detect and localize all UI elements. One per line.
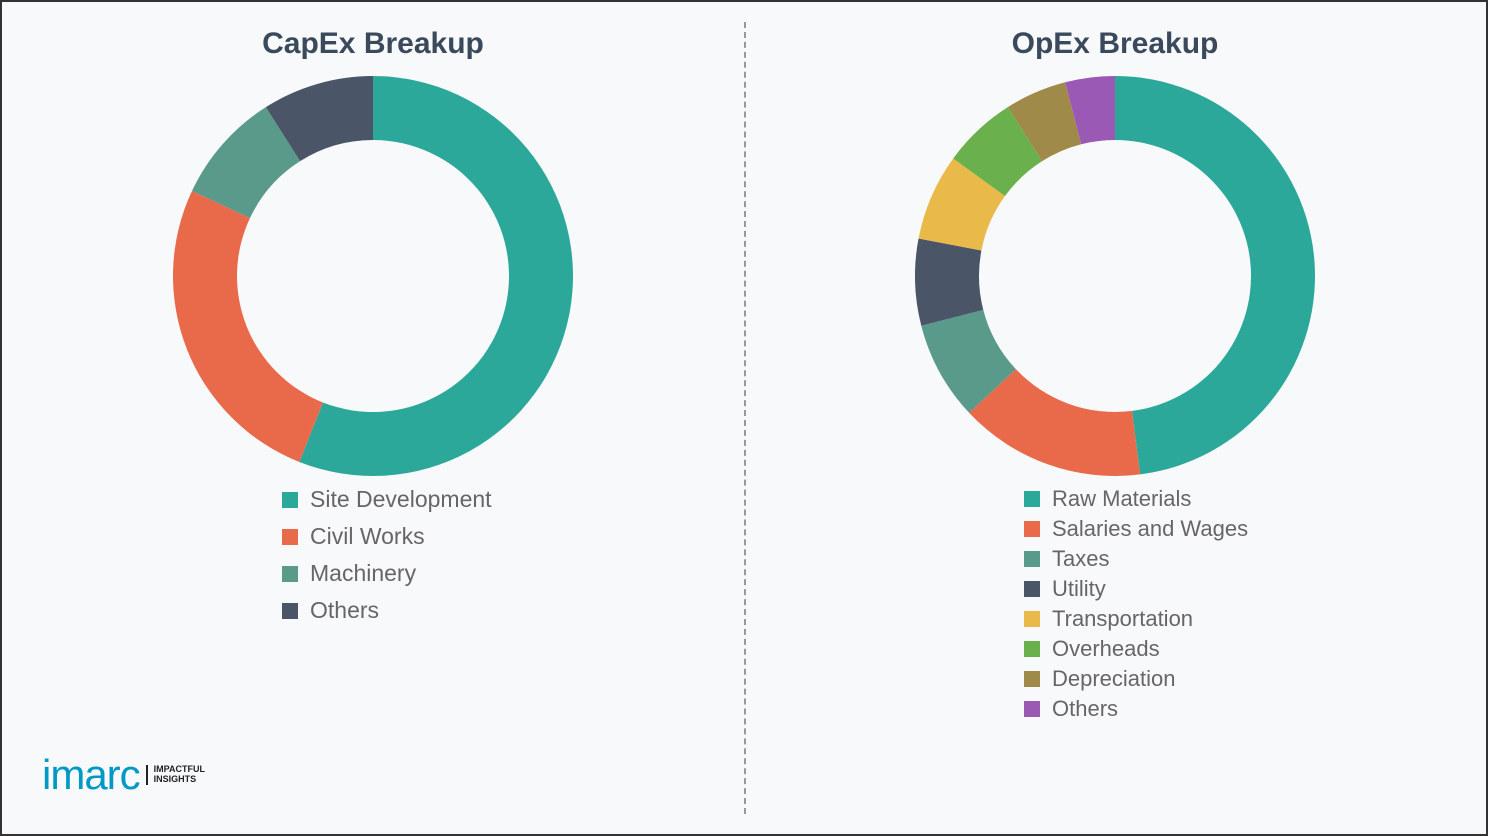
donut-segment <box>173 191 323 462</box>
legend-item: Overheads <box>1024 636 1248 662</box>
logo-text: imarc <box>42 751 140 799</box>
legend-item: Others <box>1024 696 1248 722</box>
logo-tagline: IMPACTFUL INSIGHTS <box>146 765 205 785</box>
legend-label: Depreciation <box>1052 666 1176 692</box>
legend-label: Civil Works <box>310 523 425 550</box>
legend-swatch <box>1024 551 1040 567</box>
legend-swatch <box>282 529 298 545</box>
legend-swatch <box>1024 641 1040 657</box>
legend-swatch <box>1024 581 1040 597</box>
legend-swatch <box>1024 491 1040 507</box>
legend-item: Site Development <box>282 486 492 513</box>
legend-label: Others <box>310 597 379 624</box>
brand-logo: imarc IMPACTFUL INSIGHTS <box>42 751 205 799</box>
legend-item: Depreciation <box>1024 666 1248 692</box>
legend-swatch <box>1024 521 1040 537</box>
legend-label: Machinery <box>310 560 416 587</box>
legend-label: Taxes <box>1052 546 1109 572</box>
legend-item: Utility <box>1024 576 1248 602</box>
charts-container: CapEx Breakup Site Development Civil Work… <box>2 2 1486 834</box>
capex-panel: CapEx Breakup Site Development Civil Work… <box>2 2 744 834</box>
vertical-divider <box>744 22 746 814</box>
legend-swatch <box>282 603 298 619</box>
capex-title: CapEx Breakup <box>262 27 484 61</box>
legend-item: Others <box>282 597 492 624</box>
legend-swatch <box>1024 671 1040 687</box>
legend-label: Salaries and Wages <box>1052 516 1248 542</box>
logo-tag-line2: INSIGHTS <box>154 775 205 785</box>
opex-donut-chart <box>915 76 1315 476</box>
capex-legend: Site Development Civil Works Machinery Othe… <box>282 486 492 624</box>
capex-donut-chart <box>173 76 573 476</box>
legend-item: Taxes <box>1024 546 1248 572</box>
legend-label: Overheads <box>1052 636 1160 662</box>
legend-item: Transportation <box>1024 606 1248 632</box>
legend-item: Salaries and Wages <box>1024 516 1248 542</box>
legend-item: Raw Materials <box>1024 486 1248 512</box>
legend-label: Transportation <box>1052 606 1193 632</box>
opex-title: OpEx Breakup <box>1012 27 1219 61</box>
legend-swatch <box>1024 701 1040 717</box>
legend-label: Utility <box>1052 576 1106 602</box>
legend-label: Others <box>1052 696 1118 722</box>
legend-label: Raw Materials <box>1052 486 1191 512</box>
legend-swatch <box>282 492 298 508</box>
legend-label: Site Development <box>310 486 492 513</box>
legend-swatch <box>282 566 298 582</box>
opex-legend: Raw Materials Salaries and Wages Taxes Util… <box>1024 486 1248 722</box>
legend-item: Civil Works <box>282 523 492 550</box>
legend-swatch <box>1024 611 1040 627</box>
legend-item: Machinery <box>282 560 492 587</box>
donut-segment <box>1115 76 1315 474</box>
opex-panel: OpEx Breakup Raw Materials Salaries and W… <box>744 2 1486 834</box>
